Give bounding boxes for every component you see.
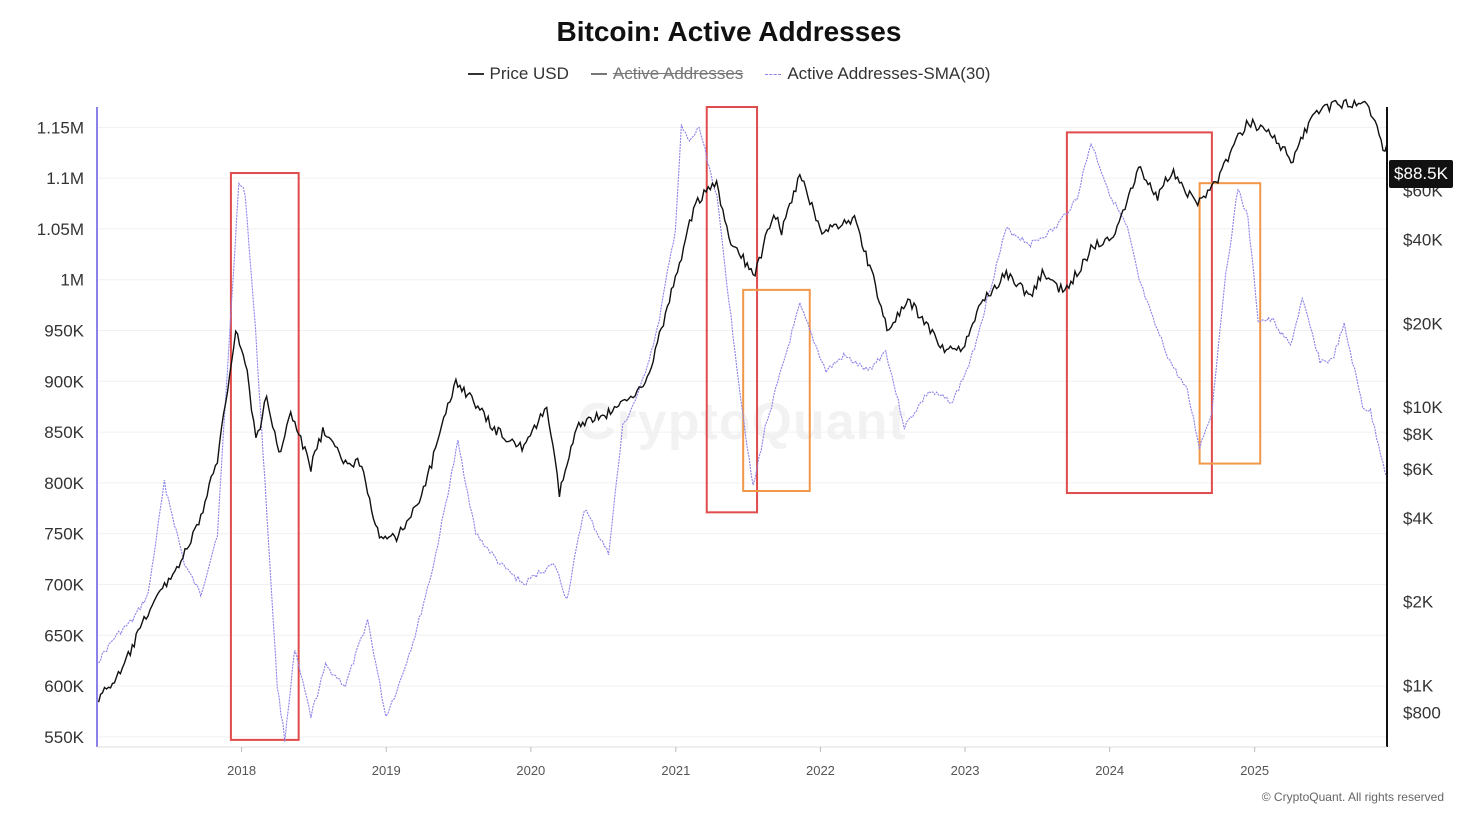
annotation-box — [1065, 131, 1213, 495]
annotation-boxes — [229, 106, 1262, 741]
series-line-active-addresses-sma — [98, 124, 1388, 742]
y-right-tick-label: $800 — [1403, 703, 1441, 722]
y-left-tick-label: 650K — [44, 626, 84, 645]
y-left-tick-label: 850K — [44, 423, 84, 442]
legend-label-active-addresses: Active Addresses — [612, 64, 744, 83]
y-right-tick-label: $10K — [1403, 398, 1443, 417]
y-left-tick-label: 1.1M — [46, 169, 84, 188]
chart-title: Bitcoin: Active Addresses — [556, 16, 902, 47]
annotation-box — [1198, 182, 1262, 465]
legend-item-sma[interactable]: Active Addresses-SMA(30) — [765, 64, 990, 84]
x-tick-label: 2018 — [227, 763, 256, 778]
x-tick-label: 2019 — [372, 763, 401, 778]
annotation-box — [705, 106, 759, 514]
y-left-tick-label: 950K — [44, 321, 84, 340]
y-left-tick-label: 550K — [44, 728, 84, 747]
y-right-tick-label: $1K — [1403, 676, 1434, 695]
copyright: © CryptoQuant. All rights reserved — [1261, 790, 1444, 804]
series-line-price-usd — [97, 98, 1388, 703]
y-left-tick-label: 800K — [44, 474, 84, 493]
grid — [97, 126, 1387, 738]
x-tick-label: 2020 — [516, 763, 545, 778]
x-tick-label: 2023 — [951, 763, 980, 778]
x-tick-label: 2022 — [806, 763, 835, 778]
y-right-tick-label: $6K — [1403, 460, 1434, 479]
y-left-tick-label: 1.05M — [37, 220, 84, 239]
legend-item-active-addresses[interactable]: Active Addresses — [590, 64, 744, 84]
legend-label-price: Price USD — [489, 64, 569, 83]
y-right-tick-label: $20K — [1403, 314, 1443, 333]
y-left-tick-label: 700K — [44, 575, 84, 594]
y-left-tick-label: 1M — [60, 271, 84, 290]
y-left-tick-label: 1.15M — [37, 118, 84, 137]
legend-label-sma: Active Addresses-SMA(30) — [787, 64, 991, 83]
x-tick-label: 2025 — [1240, 763, 1269, 778]
legend: Price USD Active Addresses Active Addres… — [0, 64, 1458, 84]
current-price-badge: $88.5K — [1389, 160, 1453, 188]
y-left-tick-label: 900K — [44, 372, 84, 391]
y-left-tick-label: 750K — [44, 525, 84, 544]
y-right-tick-label: $8K — [1403, 425, 1434, 444]
legend-swatch-price — [467, 73, 484, 75]
legend-item-price[interactable]: Price USD — [467, 64, 569, 84]
annotation-box — [229, 172, 300, 741]
legend-swatch-active-addresses — [590, 73, 607, 75]
x-tick-label: 2024 — [1095, 763, 1124, 778]
axes: 1.15M 1.1M 1.05M 1M 950K 900K 850K 800K 750K 700K… — [37, 107, 1443, 778]
x-tick-label: 2021 — [661, 763, 690, 778]
y-left-tick-label: 600K — [44, 677, 84, 696]
legend-swatch-sma — [765, 73, 782, 75]
series-layer — [97, 98, 1388, 742]
y-right-tick-label: $40K — [1403, 231, 1443, 250]
y-right-tick-label: $4K — [1403, 509, 1434, 528]
y-right-tick-label: $2K — [1403, 593, 1434, 612]
annotation-box — [742, 288, 811, 492]
watermark: CryptoQuant — [578, 393, 907, 451]
